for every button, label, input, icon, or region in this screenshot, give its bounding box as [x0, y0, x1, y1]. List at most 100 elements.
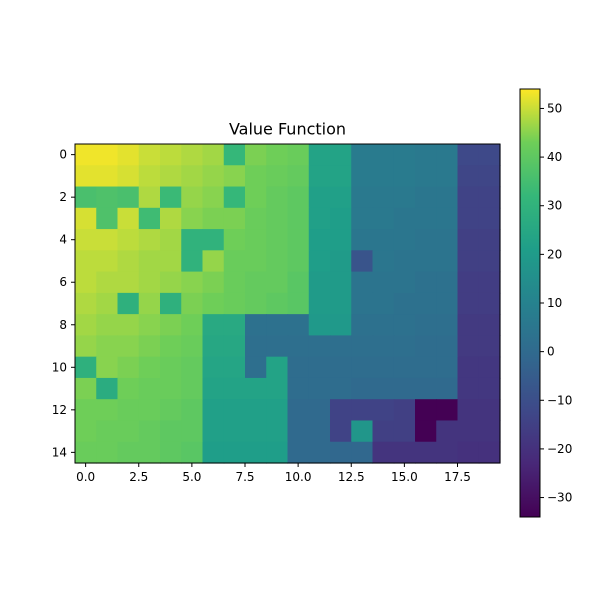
heatmap-cell	[330, 356, 352, 379]
heatmap-cell	[415, 399, 437, 422]
heatmap-cell	[266, 314, 289, 336]
heatmap-cell	[181, 250, 204, 273]
heatmap-cell	[330, 377, 352, 400]
heatmap-cell	[436, 314, 459, 336]
heatmap-cell	[245, 144, 267, 166]
heatmap-cell	[96, 186, 119, 209]
heatmap-cell	[308, 186, 331, 209]
heatmap-cell	[138, 399, 161, 422]
heatmap-cell	[223, 314, 246, 336]
heatmap-cell	[75, 250, 97, 273]
x-tick-label: 10.0	[285, 470, 312, 484]
heatmap-cell	[372, 292, 395, 315]
heatmap-cell	[372, 250, 395, 273]
heatmap-cell	[478, 165, 501, 188]
heatmap-cell	[436, 420, 459, 443]
heatmap-cell	[351, 314, 374, 336]
x-tick-label: 12.5	[338, 470, 365, 484]
heatmap-cell	[330, 399, 352, 422]
heatmap-cell	[96, 441, 119, 464]
heatmap-cell	[266, 229, 289, 251]
heatmap-cell	[223, 292, 246, 315]
heatmap-cell	[181, 377, 204, 400]
heatmap-cell	[75, 335, 97, 358]
heatmap-cell	[372, 144, 395, 166]
heatmap-cell	[457, 271, 480, 294]
heatmap-cell	[457, 335, 480, 358]
heatmap-cell	[351, 441, 374, 464]
heatmap-cell	[287, 377, 310, 400]
heatmap-cell	[202, 420, 225, 443]
y-tick-label: 12	[52, 403, 67, 417]
heatmap-cell	[308, 229, 331, 251]
heatmap-cell	[202, 399, 225, 422]
heatmap-cell	[223, 165, 246, 188]
heatmap-cell	[287, 250, 310, 273]
y-tick-label: 2	[59, 190, 67, 204]
heatmap-cell	[372, 186, 395, 209]
heatmap-cell	[415, 207, 437, 230]
heatmap-cell	[96, 399, 119, 422]
heatmap-cell	[308, 250, 331, 273]
heatmap-cell	[96, 335, 119, 358]
heatmap-cell	[117, 292, 140, 315]
heatmap-cell	[160, 356, 182, 379]
heatmap-cell	[181, 271, 204, 294]
heatmap-cell	[245, 207, 267, 230]
heatmap-cell	[457, 356, 480, 379]
heatmap-cell	[266, 335, 289, 358]
heatmap-cell	[436, 356, 459, 379]
heatmap-cell	[457, 377, 480, 400]
heatmap-cell	[138, 207, 161, 230]
heatmap-cell	[75, 271, 97, 294]
heatmap-cell	[138, 165, 161, 188]
heatmap-cell	[117, 186, 140, 209]
heatmap-cell	[478, 271, 501, 294]
heatmap-cell	[160, 292, 182, 315]
chart-title: Value Function	[229, 120, 346, 139]
heatmap-cell	[223, 420, 246, 443]
heatmap-cell	[457, 292, 480, 315]
heatmap-cell	[308, 399, 331, 422]
heatmap-cell	[287, 356, 310, 379]
heatmap-cell	[223, 229, 246, 251]
heatmap-cell	[478, 144, 501, 166]
x-tick-label: 15.0	[391, 470, 418, 484]
heatmap-cell	[415, 186, 437, 209]
heatmap-cell	[75, 441, 97, 464]
heatmap-cell	[415, 314, 437, 336]
y-tick-label: 10	[52, 360, 67, 374]
y-tick-label: 0	[59, 148, 67, 162]
heatmap-cell	[223, 186, 246, 209]
heatmap-cell	[351, 144, 374, 166]
heatmap-cell	[138, 335, 161, 358]
heatmap-cell	[478, 335, 501, 358]
heatmap-cell	[478, 377, 501, 400]
colorbar-tick-label: 20	[547, 247, 562, 261]
heatmap-cell	[478, 441, 501, 464]
heatmap-cell	[478, 292, 501, 315]
heatmap-cell	[393, 335, 416, 358]
colorbar-tick-label: 50	[547, 101, 562, 115]
heatmap-cell	[96, 292, 119, 315]
heatmap	[75, 144, 501, 464]
heatmap-cell	[393, 314, 416, 336]
colorbar-tick-label: −20	[547, 442, 572, 456]
heatmap-cell	[223, 356, 246, 379]
heatmap-cell	[372, 441, 395, 464]
heatmap-cell	[117, 314, 140, 336]
heatmap-cell	[266, 207, 289, 230]
heatmap-cell	[223, 399, 246, 422]
heatmap-cell	[96, 229, 119, 251]
heatmap-cell	[181, 165, 204, 188]
heatmap-cell	[181, 186, 204, 209]
heatmap-cell	[202, 335, 225, 358]
x-tick-label: 2.5	[129, 470, 148, 484]
heatmap-cell	[138, 314, 161, 336]
heatmap-cell	[266, 271, 289, 294]
heatmap-cell	[96, 250, 119, 273]
heatmap-cell	[160, 441, 182, 464]
heatmap-cell	[202, 186, 225, 209]
heatmap-cell	[287, 186, 310, 209]
